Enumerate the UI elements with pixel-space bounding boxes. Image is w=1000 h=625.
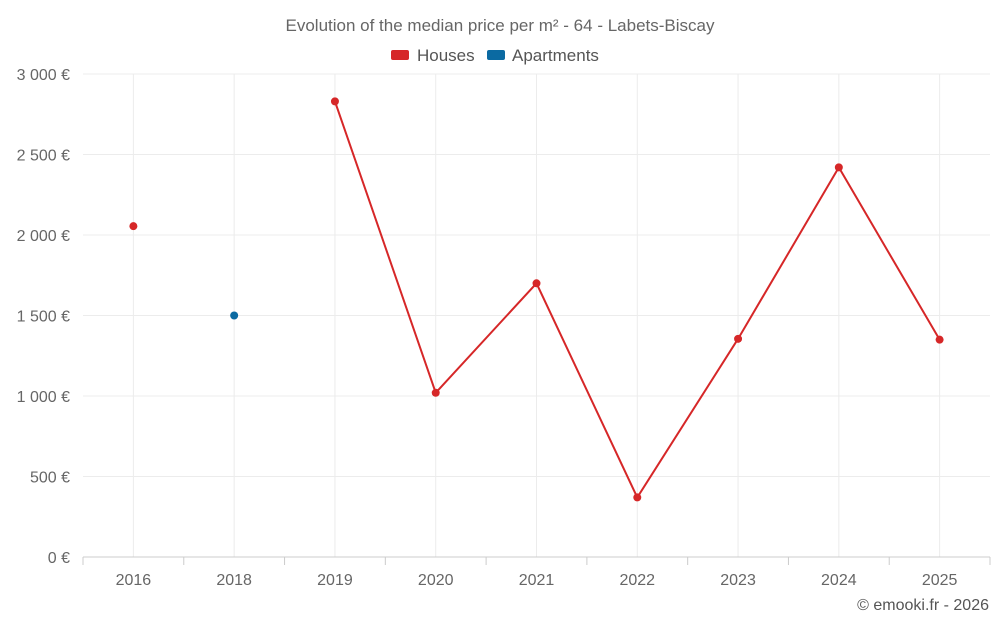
data-point-houses[interactable]	[330, 97, 339, 106]
y-tick-label: 1 500 €	[17, 309, 70, 326]
x-tick-label: 2022	[619, 572, 655, 589]
y-tick-label: 1 000 €	[17, 389, 70, 406]
legend-label-houses: Houses	[417, 46, 475, 65]
x-tick-label: 2020	[418, 572, 454, 589]
data-point-houses[interactable]	[431, 388, 440, 397]
y-tick-label: 0 €	[48, 550, 70, 567]
x-tick-label: 2021	[519, 572, 555, 589]
grid	[83, 73, 990, 557]
legend: Houses Apartments	[391, 46, 599, 65]
x-tick-label: 2018	[216, 572, 252, 589]
data-point-houses[interactable]	[734, 334, 743, 343]
data-point-houses[interactable]	[129, 222, 138, 231]
y-tick-label: 2 000 €	[17, 228, 70, 245]
axes: 0 € 500 € 1 000 € 1 500 € 2 000 € 2 500 € 3 00…	[17, 67, 991, 589]
data-point-houses[interactable]	[834, 163, 843, 172]
y-tick-label: 2 500 €	[17, 148, 70, 165]
x-tick-label: 2024	[821, 572, 857, 589]
chart-title: Evolution of the median price per m² - 6…	[286, 16, 715, 35]
y-tick-label: 3 000 €	[17, 67, 70, 84]
x-tick-label: 2019	[317, 572, 353, 589]
legend-item-apartments[interactable]: Apartments	[487, 46, 599, 65]
x-tick-label: 2025	[922, 572, 958, 589]
y-tick-label: 500 €	[30, 470, 70, 487]
legend-label-apartments: Apartments	[512, 46, 599, 65]
series	[129, 97, 944, 502]
data-point-apartments[interactable]	[230, 311, 239, 320]
data-point-houses[interactable]	[633, 493, 642, 502]
x-tick-label: 2016	[116, 572, 152, 589]
data-point-houses[interactable]	[935, 335, 944, 344]
credit-text: © emooki.fr - 2026	[857, 597, 989, 614]
x-tick-label: 2023	[720, 572, 756, 589]
data-point-houses[interactable]	[532, 279, 541, 288]
legend-item-houses[interactable]: Houses	[391, 46, 475, 65]
legend-swatch-apartments	[487, 50, 505, 60]
legend-swatch-houses	[391, 50, 409, 60]
